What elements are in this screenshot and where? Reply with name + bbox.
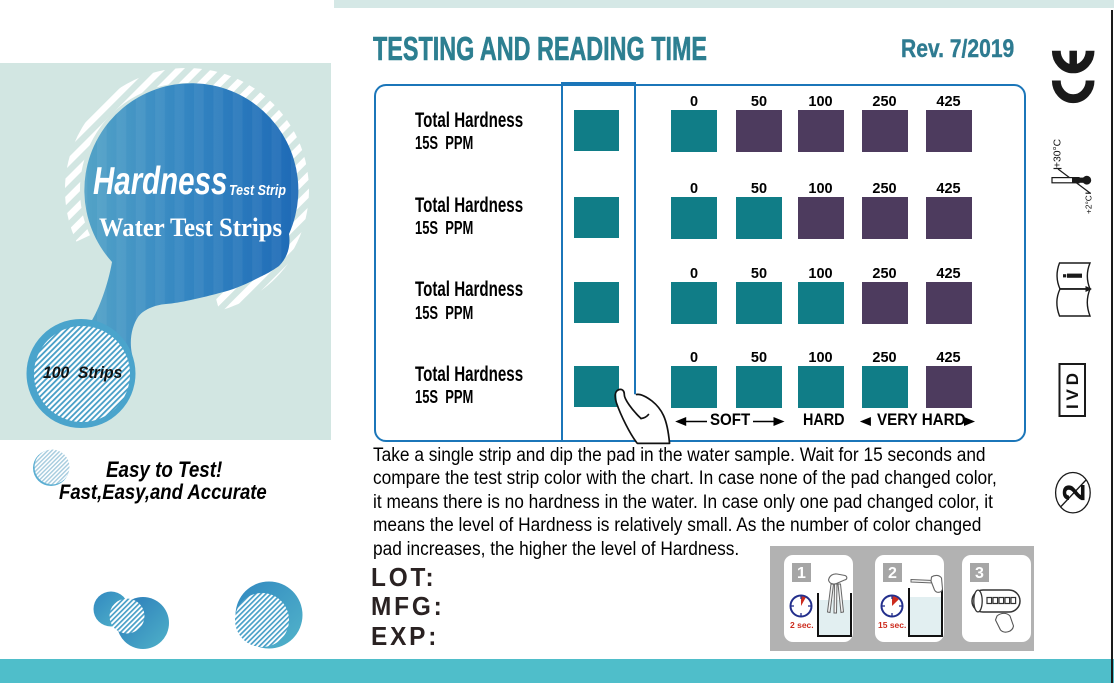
svg-text:15 sec.: 15 sec. bbox=[878, 620, 906, 630]
svg-text:+2°C: +2°C bbox=[1084, 195, 1094, 214]
svg-text:2: 2 bbox=[888, 565, 897, 582]
svg-text:2 sec.: 2 sec. bbox=[790, 620, 814, 630]
svg-text:+30°C: +30°C bbox=[1053, 138, 1064, 168]
svg-text:IVD: IVD bbox=[1063, 373, 1082, 409]
svg-text:2: 2 bbox=[1056, 484, 1092, 502]
svg-text:3: 3 bbox=[975, 565, 984, 582]
svg-text:1: 1 bbox=[797, 565, 806, 582]
